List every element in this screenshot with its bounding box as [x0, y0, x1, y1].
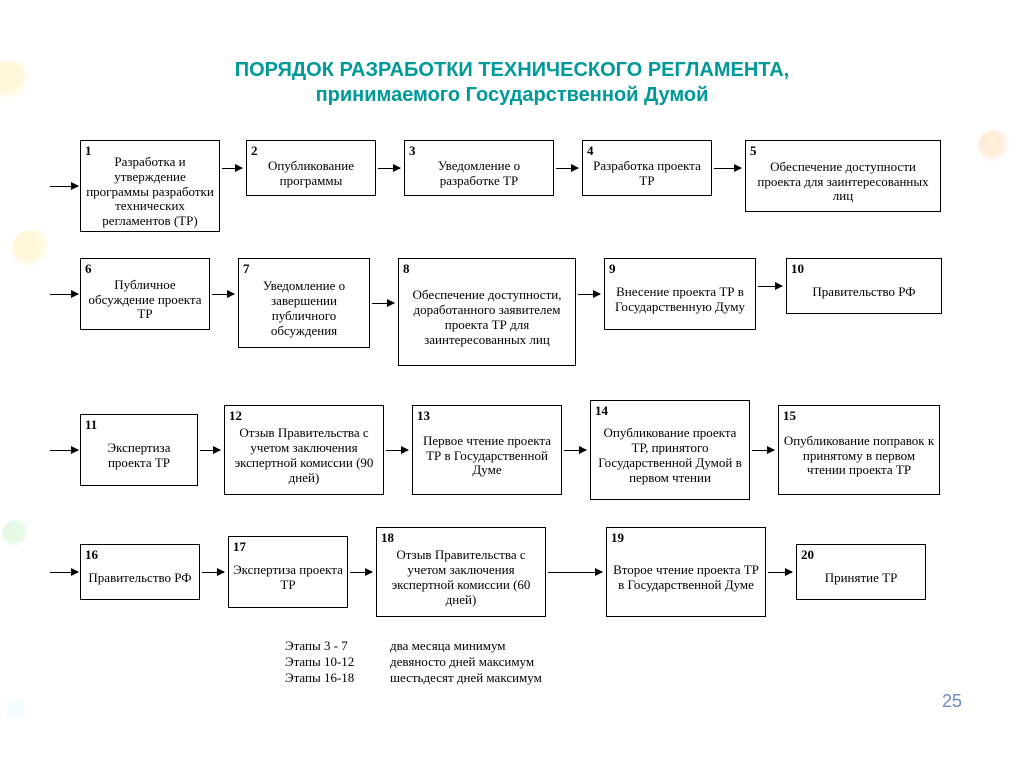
footer-note-value: девяносто дней максимум [390, 654, 534, 670]
flow-node-text: Опубликование поправок к принятому в пер… [783, 420, 935, 492]
slide-title: ПОРЯДОК РАЗРАБОТКИ ТЕХНИЧЕСКОГО РЕГЛАМЕН… [0, 58, 1024, 108]
flow-node-15: 15Опубликование поправок к принятому в п… [778, 405, 940, 495]
flow-node-text: Правительство РФ [85, 559, 195, 597]
flow-arrow [386, 450, 408, 451]
title-line2: принимаемого Государственной Думой [0, 83, 1024, 108]
footer-note-value: шестьдесят дней максимум [390, 670, 542, 686]
flow-arrow [222, 168, 242, 169]
footer-note-label: Этапы 10-12 [285, 654, 390, 670]
flow-arrow [50, 572, 78, 573]
flow-node-13: 13Первое чтение проекта ТР в Государстве… [412, 405, 562, 495]
flow-arrow [202, 572, 224, 573]
flow-node-text: Экспертиза проекта ТР [233, 551, 343, 605]
title-line1: ПОРЯДОК РАЗРАБОТКИ ТЕХНИЧЕСКОГО РЕГЛАМЕН… [0, 58, 1024, 83]
flow-arrow [50, 294, 78, 295]
flow-node-text: Отзыв Правительства с учетом заключения … [229, 420, 379, 492]
flow-node-text: Обеспечение доступности, доработанного з… [403, 273, 571, 363]
flow-node-text: Принятие ТР [801, 559, 921, 597]
decorative-blob [2, 520, 30, 548]
flow-node-text: Внесение проекта ТР в Государственную Ду… [609, 273, 751, 327]
decorative-blob [6, 700, 28, 722]
flow-node-text: Разработка и утверждение программы разра… [85, 155, 215, 229]
flow-node-text: Обеспечение доступности проекта для заин… [750, 155, 936, 209]
flow-node-19: 19Второе чтение проекта ТР в Государстве… [606, 527, 766, 617]
flow-arrow [768, 572, 792, 573]
flow-node-2: 2Опубликование программы [246, 140, 376, 196]
flow-node-text: Опубликование проекта ТР, принятого Госу… [595, 415, 745, 497]
flow-node-18: 18Отзыв Правительства с учетом заключени… [376, 527, 546, 617]
flow-node-11: 11Экспертиза проекта ТР [80, 414, 198, 486]
flow-node-8: 8Обеспечение доступности, доработанного … [398, 258, 576, 366]
flow-row: 6Публичное обсуждение проекта ТР 7Уведомл… [38, 258, 986, 378]
flow-node-12: 12Отзыв Правительства с учетом заключени… [224, 405, 384, 495]
footer-note-row: Этапы 16-18шестьдесят дней максимум [285, 670, 542, 686]
flow-arrow [50, 450, 78, 451]
flow-node-9: 9Внесение проекта ТР в Государственную Д… [604, 258, 756, 330]
flow-arrow [714, 168, 741, 169]
flow-node-5: 5Обеспечение доступности проекта для заи… [745, 140, 941, 212]
slide-number: 25 [942, 691, 962, 712]
flow-arrow [212, 294, 234, 295]
flow-node-text: Второе чтение проекта ТР в Государственн… [611, 542, 761, 614]
flow-row: 1Разработка и утверждение программы разр… [38, 140, 986, 260]
flow-row: 16Правительство РФ 17Экспертиза проекта Т… [38, 526, 986, 646]
footer-note-row: Этапы 10-12девяносто дней максимум [285, 654, 542, 670]
flow-arrow [548, 572, 602, 573]
flow-node-4: 4Разработка проекта ТР [582, 140, 712, 196]
footer-note-label: Этапы 3 - 7 [285, 638, 390, 654]
flow-row: 11Экспертиза проекта ТР 12Отзыв Правитель… [38, 400, 986, 520]
flow-arrow [578, 294, 600, 295]
flow-node-14: 14Опубликование проекта ТР, принятого Го… [590, 400, 750, 500]
flow-arrow [556, 168, 578, 169]
flow-arrow [350, 572, 372, 573]
flow-arrow [378, 168, 400, 169]
flow-arrow [564, 450, 586, 451]
flow-node-20: 20Принятие ТР [796, 544, 926, 600]
flow-arrow [50, 186, 78, 187]
flow-arrow [758, 286, 782, 287]
flow-node-text: Первое чтение проекта ТР в Государственн… [417, 420, 557, 492]
flow-node-10: 10Правительство РФ [786, 258, 942, 314]
flow-node-7: 7Уведомление о завершении публичного обс… [238, 258, 370, 348]
flow-node-text: Разработка проекта ТР [587, 155, 707, 193]
flow-node-text: Отзыв Правительства с учетом заключения … [381, 542, 541, 614]
flow-node-text: Экспертиза проекта ТР [85, 429, 193, 483]
flow-arrow [200, 450, 220, 451]
footer-note-value: два месяца минимум [390, 638, 506, 654]
flow-arrow [752, 450, 774, 451]
footer-notes: Этапы 3 - 7два месяца минимумЭтапы 10-12… [285, 638, 542, 686]
footer-note-label: Этапы 16-18 [285, 670, 390, 686]
flow-node-3: 3Уведомление о разработке ТР [404, 140, 554, 196]
flow-node-17: 17Экспертиза проекта ТР [228, 536, 348, 608]
flow-node-6: 6Публичное обсуждение проекта ТР [80, 258, 210, 330]
flow-arrow [372, 303, 394, 304]
flow-node-text: Уведомление о завершении публичного обсу… [243, 273, 365, 345]
flow-node-16: 16Правительство РФ [80, 544, 200, 600]
flow-node-text: Публичное обсуждение проекта ТР [85, 273, 205, 327]
flow-node-text: Правительство РФ [791, 273, 937, 311]
flow-node-text: Опубликование программы [251, 155, 371, 193]
flow-node-text: Уведомление о разработке ТР [409, 155, 549, 193]
footer-note-row: Этапы 3 - 7два месяца минимум [285, 638, 542, 654]
flow-node-1: 1Разработка и утверждение программы разр… [80, 140, 220, 232]
